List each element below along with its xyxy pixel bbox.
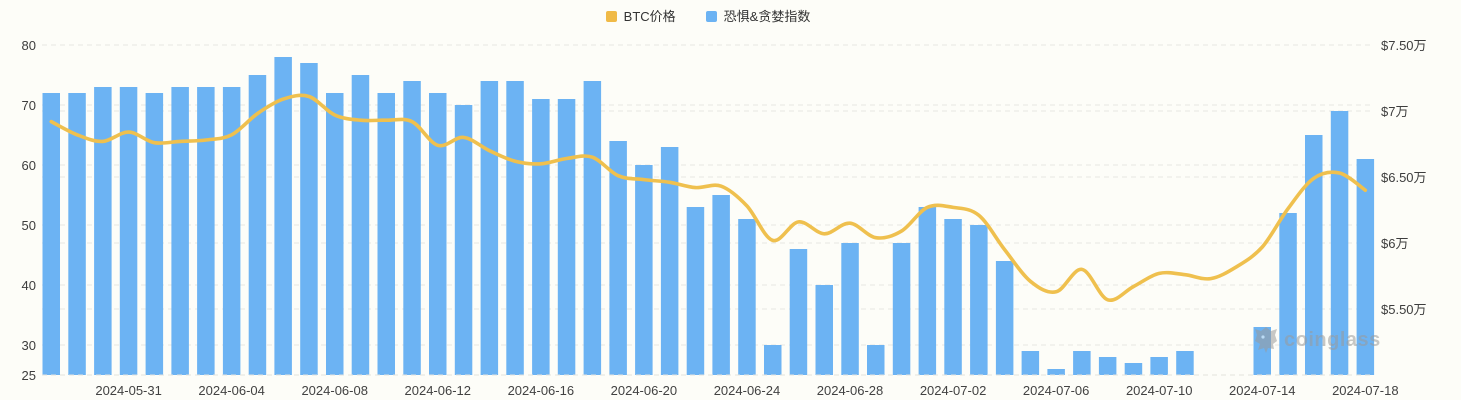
fear-greed-bar[interactable]: [300, 63, 318, 375]
right-axis-tick-label: $6万: [1381, 236, 1409, 251]
fear-greed-bar[interactable]: [686, 207, 705, 375]
fear-greed-bar[interactable]: [1098, 357, 1117, 375]
fear-greed-bar[interactable]: [712, 195, 730, 375]
x-axis-date-label: 2024-07-06: [1022, 383, 1090, 398]
x-axis-date-label: 2024-07-02: [919, 383, 987, 398]
fear-greed-bar[interactable]: [248, 75, 267, 375]
left-axis-tick-label: 80: [21, 38, 36, 53]
fear-greed-bar[interactable]: [892, 243, 911, 375]
x-axis-date-label: 2024-06-24: [713, 383, 781, 398]
fear-greed-bar[interactable]: [377, 93, 396, 375]
fear-greed-bar[interactable]: [635, 165, 653, 375]
fear-greed-bar[interactable]: [197, 87, 215, 375]
x-axis-date-label: 2024-07-18: [1332, 383, 1399, 398]
fear-greed-bar[interactable]: [222, 87, 241, 375]
fear-greed-bar[interactable]: [506, 81, 524, 375]
fear-greed-bar[interactable]: [480, 81, 499, 375]
fear-greed-bar[interactable]: [1176, 351, 1194, 375]
fear-greed-bar[interactable]: [789, 249, 808, 375]
right-axis-tick-label: $7万: [1381, 104, 1409, 119]
fear-greed-bar[interactable]: [454, 105, 473, 375]
fear-greed-bar[interactable]: [68, 93, 86, 375]
fear-greed-bar[interactable]: [918, 207, 937, 375]
fear-greed-bar[interactable]: [274, 57, 292, 375]
fear-greed-bar[interactable]: [867, 345, 885, 375]
left-axis-tick-label: 60: [21, 158, 36, 173]
left-axis-tick-label: 50: [21, 218, 36, 233]
btc-price-line: [49, 93, 1368, 303]
fear-greed-bar[interactable]: [171, 87, 189, 375]
fear-greed-bar[interactable]: [764, 345, 782, 375]
fear-greed-bar[interactable]: [429, 93, 447, 375]
x-axis-date-label: 2024-05-31: [95, 383, 162, 398]
legend-label: BTC价格: [623, 8, 676, 24]
legend-swatch-icon: [605, 10, 617, 22]
right-axis-tick-label: $7.50万: [1381, 38, 1427, 53]
fear-greed-bar[interactable]: [1150, 357, 1168, 375]
right-axis-tick-label: $5.50万: [1381, 302, 1427, 317]
fear-greed-bar[interactable]: [815, 285, 834, 375]
x-axis-date-label: 2024-07-10: [1125, 383, 1193, 398]
fear-greed-bar[interactable]: [660, 147, 679, 375]
left-axis-tick-label: 25: [21, 368, 36, 383]
fear-greed-bar[interactable]: [1330, 111, 1349, 375]
fear-greed-bar[interactable]: [995, 261, 1014, 375]
right-axis-tick-label: $6.50万: [1381, 170, 1427, 185]
fear-greed-bar[interactable]: [326, 93, 344, 375]
fear-greed-bar[interactable]: [738, 219, 756, 375]
fear-greed-bar[interactable]: [557, 99, 576, 375]
x-axis-date-label: 2024-07-14: [1229, 383, 1296, 398]
legend-label: 恐惧&贪婪指数: [723, 8, 811, 24]
fear-greed-bar[interactable]: [609, 141, 627, 375]
x-axis-date-label: 2024-06-12: [404, 383, 472, 398]
fear-greed-bar[interactable]: [1073, 351, 1091, 375]
left-axis-tick-label: 40: [21, 278, 36, 293]
legend-swatch-icon: [705, 10, 717, 22]
fear-greed-bar[interactable]: [1021, 351, 1040, 375]
fear-greed-bar[interactable]: [1356, 159, 1375, 375]
fear-greed-bar[interactable]: [583, 81, 602, 375]
fear-greed-bar[interactable]: [532, 99, 550, 375]
fear-greed-bar[interactable]: [1124, 363, 1143, 375]
x-axis-date-label: 2024-06-20: [610, 383, 678, 398]
x-axis-date-label: 2024-06-28: [816, 383, 884, 398]
chart-legend: BTC价格 恐惧&贪婪指数: [42, 6, 1374, 26]
fear-greed-bar[interactable]: [94, 87, 112, 375]
fear-greed-bar[interactable]: [944, 219, 962, 375]
legend-item-fear-greed[interactable]: 恐惧&贪婪指数: [705, 8, 811, 24]
fear-greed-bar[interactable]: [145, 93, 164, 375]
fear-greed-bar[interactable]: [403, 81, 421, 375]
left-axis-tick-label: 70: [21, 98, 36, 113]
fear-greed-bar[interactable]: [1253, 327, 1272, 375]
fear-greed-bar[interactable]: [351, 75, 370, 375]
fear-greed-bar[interactable]: [1279, 213, 1297, 375]
fear-greed-bar[interactable]: [42, 93, 61, 375]
legend-item-btc-price[interactable]: BTC价格: [605, 8, 676, 24]
x-axis-date-label: 2024-06-04: [198, 383, 265, 398]
fear-greed-bar[interactable]: [970, 225, 988, 375]
x-axis-date-label: 2024-06-08: [301, 383, 368, 398]
fear-greed-bar[interactable]: [841, 243, 859, 375]
x-axis-date-label: 2024-06-16: [507, 383, 575, 398]
fear-greed-bar[interactable]: [119, 87, 138, 375]
fear-greed-bar[interactable]: [1047, 369, 1065, 375]
fear-greed-bar[interactable]: [1305, 135, 1323, 375]
left-axis-tick-label: 30: [21, 338, 36, 353]
